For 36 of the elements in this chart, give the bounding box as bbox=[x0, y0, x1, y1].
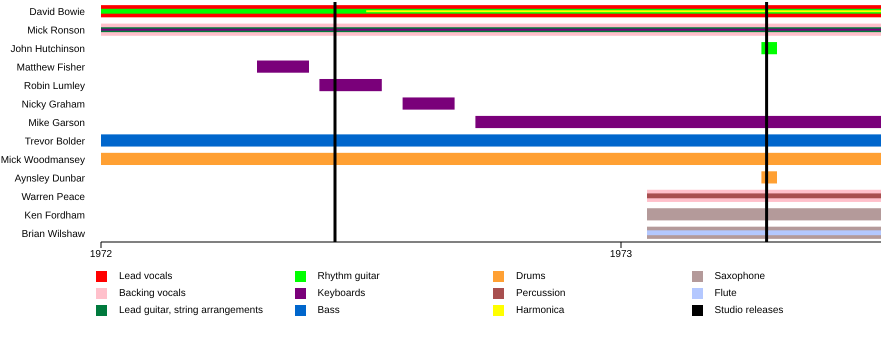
y-tick-label: Nicky Graham bbox=[22, 100, 85, 111]
y-tick-label: Mick Ronson bbox=[27, 26, 85, 37]
bar bbox=[647, 193, 881, 198]
bar bbox=[475, 116, 881, 128]
y-tick-label: Brian Wilshaw bbox=[22, 228, 86, 240]
y-tick-label: Matthew Fisher bbox=[16, 62, 86, 74]
bar bbox=[319, 78, 382, 92]
legend-label: Backing vocals bbox=[119, 288, 186, 299]
bar bbox=[647, 208, 881, 220]
y-tick-label: Mick Woodmansey bbox=[0, 154, 85, 166]
y-tick-label: Ken Fordham bbox=[24, 210, 85, 222]
legend-label: Flute bbox=[714, 288, 737, 299]
x-tick-label: 1973 bbox=[610, 249, 633, 260]
legend-label: Rhythm guitar bbox=[318, 271, 380, 282]
y-tick-label: David Bowie bbox=[29, 7, 86, 18]
legend-label: Lead vocals bbox=[119, 271, 172, 282]
y-tick-label: Mike Garson bbox=[28, 118, 85, 129]
y-tick-label: Aynsley Dunbar bbox=[14, 173, 86, 184]
bar bbox=[101, 134, 881, 147]
legend-label: Bass bbox=[318, 305, 340, 316]
y-tick-label: Robin Lumley bbox=[24, 81, 85, 92]
legend-label: Saxophone bbox=[714, 271, 766, 282]
legend-label: Lead guitar, string arrangements bbox=[119, 305, 263, 316]
bar bbox=[101, 152, 881, 166]
legend-label: Keyboards bbox=[318, 288, 366, 299]
legend-label: Drums bbox=[516, 271, 546, 282]
legend-label: Harmonica bbox=[516, 305, 564, 316]
y-tick-label: Warren Peace bbox=[21, 192, 86, 203]
bar bbox=[402, 97, 455, 110]
y-tick-label: Trevor Bolder bbox=[24, 136, 86, 148]
bar bbox=[647, 230, 881, 236]
legend-label: Studio releases bbox=[714, 305, 784, 316]
y-tick-label: John Hutchinson bbox=[10, 44, 85, 56]
legend-label: Percussion bbox=[516, 288, 566, 299]
x-tick-label: 1972 bbox=[90, 249, 113, 260]
bar bbox=[257, 60, 309, 73]
